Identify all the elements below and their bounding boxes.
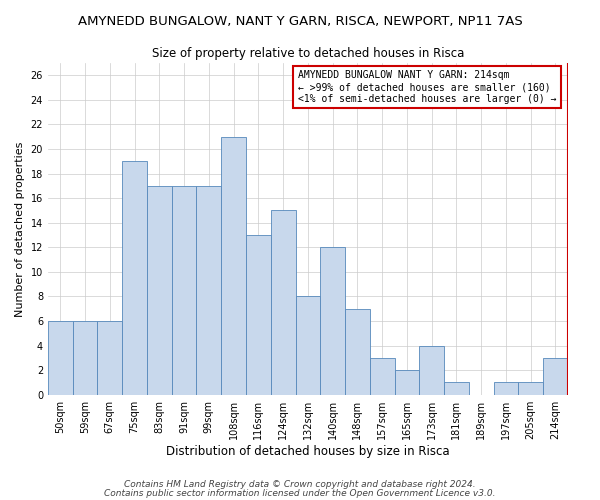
- Bar: [296, 296, 320, 394]
- Text: AMYNEDD BUNGALOW NANT Y GARN: 214sqm
← >99% of detached houses are smaller (160): AMYNEDD BUNGALOW NANT Y GARN: 214sqm ← >…: [298, 70, 556, 104]
- Bar: [48, 321, 73, 394]
- Bar: [320, 248, 345, 394]
- Bar: [543, 358, 568, 395]
- Bar: [494, 382, 518, 394]
- Bar: [172, 186, 196, 394]
- Bar: [419, 346, 444, 395]
- Bar: [518, 382, 543, 394]
- Text: AMYNEDD BUNGALOW, NANT Y GARN, RISCA, NEWPORT, NP11 7AS: AMYNEDD BUNGALOW, NANT Y GARN, RISCA, NE…: [77, 15, 523, 28]
- Bar: [122, 162, 147, 394]
- Bar: [444, 382, 469, 394]
- Bar: [345, 308, 370, 394]
- Bar: [196, 186, 221, 394]
- Y-axis label: Number of detached properties: Number of detached properties: [15, 141, 25, 316]
- Bar: [246, 235, 271, 394]
- Text: Contains public sector information licensed under the Open Government Licence v3: Contains public sector information licen…: [104, 489, 496, 498]
- Bar: [73, 321, 97, 394]
- Text: Contains HM Land Registry data © Crown copyright and database right 2024.: Contains HM Land Registry data © Crown c…: [124, 480, 476, 489]
- Bar: [395, 370, 419, 394]
- X-axis label: Distribution of detached houses by size in Risca: Distribution of detached houses by size …: [166, 444, 449, 458]
- Bar: [370, 358, 395, 395]
- Title: Size of property relative to detached houses in Risca: Size of property relative to detached ho…: [152, 48, 464, 60]
- Bar: [221, 137, 246, 394]
- Bar: [147, 186, 172, 394]
- Bar: [97, 321, 122, 394]
- Bar: [271, 210, 296, 394]
